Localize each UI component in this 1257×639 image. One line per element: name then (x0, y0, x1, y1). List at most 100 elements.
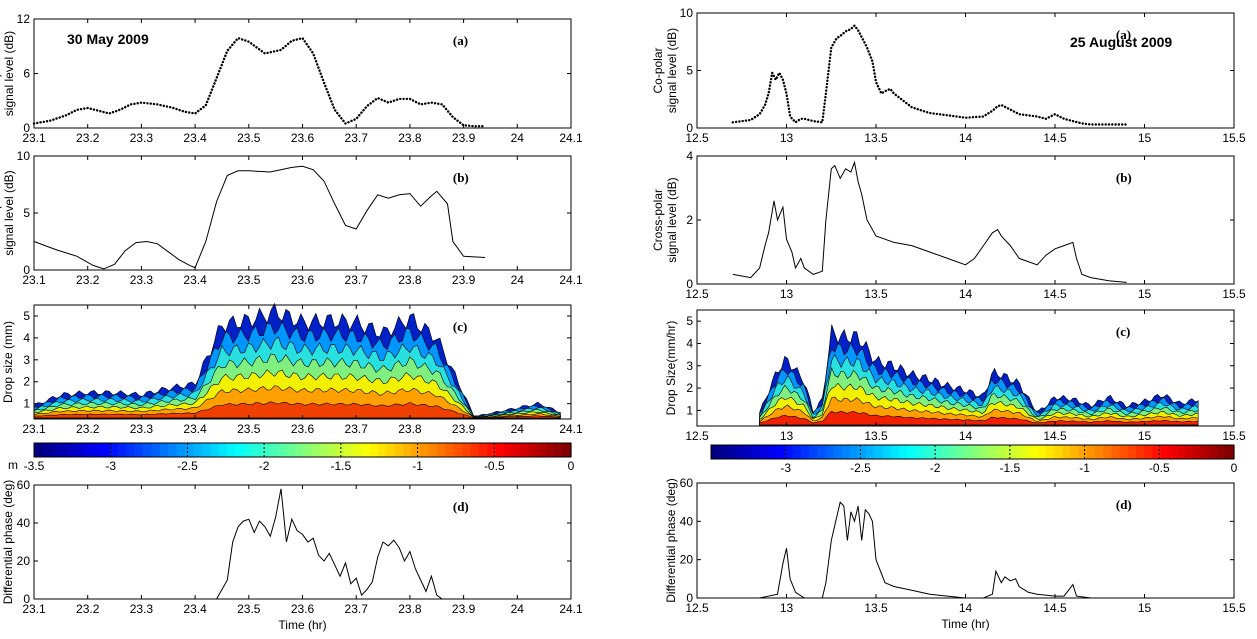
colorbar-tick-label: -1 (1079, 461, 1090, 475)
y-axis-label: Drop size (mm) (1, 321, 15, 403)
chart-R-a: 12.5 13 13.5 14 14.5 15 15.5 0 5 10 Co-polar signal… (651, 6, 1246, 145)
colorbar-swatch (735, 445, 745, 459)
colorbar-swatch (285, 443, 295, 457)
x-tick-label: 23.9 (452, 273, 476, 287)
colorbar-swatch (445, 443, 455, 457)
x-tick-label: 13 (780, 287, 794, 301)
colorbar-swatch (277, 443, 287, 457)
colorbar-swatch (1070, 445, 1080, 459)
y-axis-label: Drop Size(mm/hr) (664, 321, 678, 416)
colorbar-swatch (947, 445, 957, 459)
x-tick-label: 23.3 (130, 422, 154, 436)
colorbar-swatch (436, 443, 446, 457)
y-tick-label: 2 (686, 381, 693, 395)
colorbar-tick-label: -1.5 (331, 459, 352, 473)
colorbar-swatch (1078, 445, 1088, 459)
x-tick-label: 12.5 (685, 131, 709, 145)
x-tick-label: 13.5 (864, 429, 888, 443)
colorbar-swatch (719, 445, 728, 459)
x-tick-label: 23.3 (130, 273, 154, 287)
plot-frame (33, 155, 572, 271)
colorbar-swatch (403, 443, 413, 457)
colorbar-swatch (1193, 445, 1202, 459)
y-tick-label: 3 (686, 359, 693, 373)
panel-label: (d) (453, 499, 469, 514)
y-tick-label: 5 (686, 64, 693, 78)
colorbar-swatch (453, 443, 463, 457)
colorbar-swatch (890, 445, 900, 459)
x-tick-label: 14.5 (1043, 429, 1067, 443)
series-line (732, 160, 1127, 283)
x-tick-label: 23.3 (130, 602, 154, 616)
colorbar-tick-label: -3 (105, 459, 116, 473)
y-tick-label: 0 (686, 591, 693, 605)
panel-label: (b) (1116, 170, 1132, 185)
colorbar: -3.5 -3 -2.5 -2 -1.5 -1 -0.5 0 m (8, 442, 575, 473)
y-tick-label: 1 (23, 397, 30, 411)
colorbar-swatch (817, 445, 827, 459)
date-label-left: 30 May 2009 (67, 31, 149, 47)
x-tick-label: 23.5 (237, 131, 261, 145)
colorbar-swatch (101, 443, 111, 457)
colorbar-swatch (1062, 445, 1072, 459)
colorbar-tick-label: -0.5 (484, 459, 505, 473)
colorbar-swatch (50, 443, 60, 457)
colorbar-swatch (327, 443, 337, 457)
x-tick-label: 15 (1138, 131, 1152, 145)
x-tick-label: 12.5 (685, 601, 709, 615)
colorbar-swatch (743, 445, 753, 459)
colorbar-swatch (1111, 445, 1121, 459)
x-tick-label: 12.5 (685, 429, 709, 443)
colorbar-swatch (554, 443, 564, 457)
chart-R-b: 12.5 13 13.5 14 14.5 15 15.5 0 2 4 Cross-polar sign… (651, 149, 1246, 301)
x-tick-label: 23.7 (345, 131, 369, 145)
x-tick-label: 24 (511, 131, 525, 145)
colorbar-swatch (352, 443, 362, 457)
colorbar-swatch (915, 445, 925, 459)
x-tick-label: 14.5 (1043, 287, 1067, 301)
colorbar-swatch (866, 445, 876, 459)
colorbar-swatch (336, 443, 346, 457)
x-tick-label: 23.1 (22, 422, 46, 436)
x-tick-label: 13.5 (864, 131, 888, 145)
colorbar-swatch (1168, 445, 1178, 459)
colorbar-swatch (1054, 445, 1063, 459)
colorbar-swatch (1201, 445, 1211, 459)
x-tick-label: 12.5 (685, 287, 709, 301)
x-tick-label: 23.9 (452, 131, 476, 145)
x-tick-label: 23.9 (452, 422, 476, 436)
colorbar-swatch (210, 443, 220, 457)
colorbar-tick-label: 0 (568, 459, 575, 473)
x-tick-label: 15 (1138, 287, 1152, 301)
colorbar-swatch (470, 443, 480, 457)
colorbar-swatch (226, 443, 236, 457)
colorbar-swatch (931, 445, 941, 459)
colorbar-swatch (92, 443, 102, 457)
x-tick-label: 15.5 (1222, 287, 1246, 301)
colorbar-frame (710, 444, 1235, 460)
y-tick-label: 3 (23, 353, 30, 367)
colorbar-swatch (143, 443, 153, 457)
colorbar-swatch (461, 443, 471, 457)
colorbar-swatch (711, 445, 720, 459)
colorbar-swatch (176, 443, 186, 457)
colorbar-tick-label: -1.5 (1000, 461, 1021, 475)
colorbar-swatch (386, 443, 396, 457)
colorbar-swatch (1029, 445, 1039, 459)
date-label-right: 25 August 2009 (1070, 34, 1172, 50)
colorbar-swatch (1005, 445, 1014, 459)
colorbar-tick-label: -0.5 (1149, 461, 1170, 475)
chart-L-b: 23.1 23.2 23.3 23.4 23.5 23.6 23.7 23.8 23.9 24 24… (0, 149, 583, 287)
x-tick-label: 23.8 (398, 422, 422, 436)
x-tick-label: 23.8 (398, 131, 422, 145)
colorbar-swatch (75, 443, 85, 457)
colorbar-tick-label: -3 (780, 461, 791, 475)
x-tick-label: 14 (959, 429, 973, 443)
colorbar-swatch (1184, 445, 1194, 459)
colorbar-swatch (193, 443, 203, 457)
y-tick-label: 12 (17, 12, 31, 26)
y-tick-label: 0 (23, 592, 30, 606)
x-tick-label: 15 (1138, 429, 1152, 443)
colorbar-swatch (841, 445, 851, 459)
colorbar-swatch (776, 445, 786, 459)
